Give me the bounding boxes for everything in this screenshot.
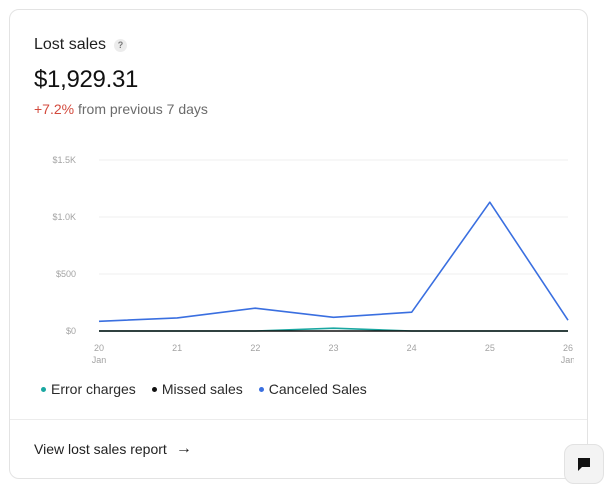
change-period-text: from previous 7 days [77,101,208,117]
legend-dot [258,386,264,392]
card-header: Lost sales ? [34,36,128,54]
x-tick-label: 23 [328,343,338,353]
legend-label: Canceled Sales [268,381,367,397]
legend-item[interactable]: Canceled Sales [258,381,367,397]
lost-sales-chart: $0 $500 $1.0K $1.5K 20 Jan 21 22 23 24 25 26 Jan [52,155,574,365]
x-tick-label: 21 [172,343,182,353]
x-tick-label: 26 [563,343,573,353]
lost-sales-amount: $1,929.31 [34,66,139,93]
legend-dot [41,386,46,392]
lost-sales-card: Lost sales ? $1,929.31 +7.2% from previo… [9,9,588,479]
x-tick-sublabel: Jan [92,355,107,365]
x-tick-label: 20 [94,343,104,353]
legend-item[interactable]: Missed sales [151,381,243,397]
view-lost-sales-report-link[interactable]: View lost sales report → [34,440,192,458]
footer-divider [10,419,587,420]
y-tick-label: $1.5K [52,155,76,165]
chart-legend: Error charges Missed sales Canceled Sales [41,381,383,397]
y-tick-label: $500 [56,269,76,279]
y-tick-label: $0 [66,326,76,336]
legend-label: Error charges [51,381,136,397]
legend-label: Missed sales [161,381,243,397]
chat-button[interactable] [564,444,604,484]
series-line-canceled-sales [98,201,569,323]
x-tick-label: 22 [250,343,260,353]
view-report-label: View lost sales report [34,441,167,457]
x-tick-label: 25 [485,343,495,353]
change-summary: +7.2% from previous 7 days [34,101,208,117]
chat-icon [578,458,590,471]
y-tick-label: $1.0K [52,212,76,222]
arrow-right-icon: → [175,440,192,457]
change-percent: +7.2% [34,101,75,117]
legend-dot [151,386,157,392]
card-title: Lost sales [34,36,107,53]
legend-item[interactable]: Error charges [41,381,136,397]
x-tick-label: 24 [407,343,417,353]
x-tick-sublabel: Jan [561,355,574,365]
help-icon[interactable]: ? [114,38,128,52]
